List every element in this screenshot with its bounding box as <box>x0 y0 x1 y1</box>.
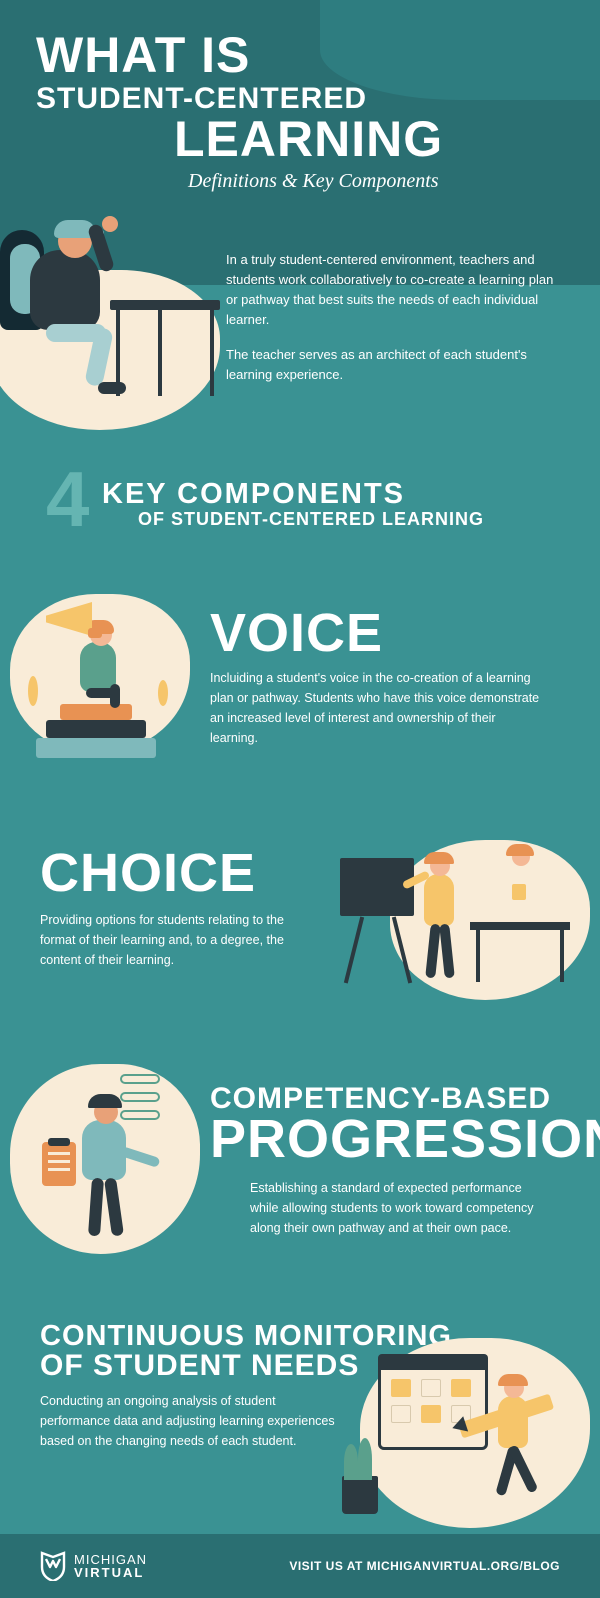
voice-title: VOICE <box>210 602 560 664</box>
header-region: WHAT IS STUDENT-CENTERED LEARNING Defini… <box>0 0 600 460</box>
michigan-virtual-shield-icon <box>40 1551 66 1581</box>
title-line3: LEARNING <box>174 110 564 168</box>
intro-para-1: In a truly student-centered environment,… <box>226 250 560 331</box>
competency-title-wrap: COMPETENCY-BASED PROGRESSION <box>210 1082 560 1170</box>
component-voice: VOICE Incluiding a student's voice in th… <box>0 590 600 800</box>
number-four: 4 <box>46 454 89 545</box>
student-at-desk-icon <box>0 210 230 440</box>
teacher-presenting-icon <box>330 840 590 1020</box>
title-block: WHAT IS STUDENT-CENTERED LEARNING Defini… <box>0 0 600 193</box>
competency-text: Establishing a standard of expected perf… <box>250 1178 542 1238</box>
voice-text: Incluiding a student's voice in the co-c… <box>210 668 540 748</box>
kc-heading-line2: OF STUDENT-CENTERED LEARNING <box>138 509 560 530</box>
student-with-clipboard-icon <box>10 1064 210 1264</box>
title-line1: WHAT IS <box>36 26 564 84</box>
student-with-megaphone-icon <box>10 584 200 774</box>
kc-heading-line1: KEY COMPONENTS <box>102 478 560 511</box>
subtitle: Definitions & Key Components <box>188 170 564 193</box>
footer: MICHIGAN VIRTUAL VISIT US AT MICHIGANVIR… <box>0 1534 600 1598</box>
infographic-root: WHAT IS STUDENT-CENTERED LEARNING Defini… <box>0 0 600 1598</box>
component-competency: COMPETENCY-BASED PROGRESSION Establishin… <box>0 1070 600 1290</box>
component-choice: CHOICE Providing options for students re… <box>0 830 600 1030</box>
intro-paragraphs: In a truly student-centered environment,… <box>226 250 560 385</box>
brand-logo: MICHIGAN VIRTUAL <box>40 1551 147 1581</box>
visit-url: VISIT US AT MICHIGANVIRTUAL.ORG/BLOG <box>289 1559 560 1573</box>
choice-text: Providing options for students relating … <box>40 910 320 970</box>
monitoring-text: Conducting an ongoing analysis of studen… <box>40 1391 340 1451</box>
component-monitoring: CONTINUOUS MONITORING OF STUDENT NEEDS C… <box>0 1308 600 1528</box>
brand-line2: VIRTUAL <box>74 1566 147 1579</box>
competency-title-line2: PROGRESSION <box>210 1108 560 1170</box>
key-components-heading: 4 KEY COMPONENTS OF STUDENT-CENTERED LEA… <box>0 460 600 540</box>
calendar-and-student-icon <box>330 1348 590 1548</box>
brand-logo-text: MICHIGAN VIRTUAL <box>74 1553 147 1579</box>
intro-para-2: The teacher serves as an architect of ea… <box>226 345 560 385</box>
